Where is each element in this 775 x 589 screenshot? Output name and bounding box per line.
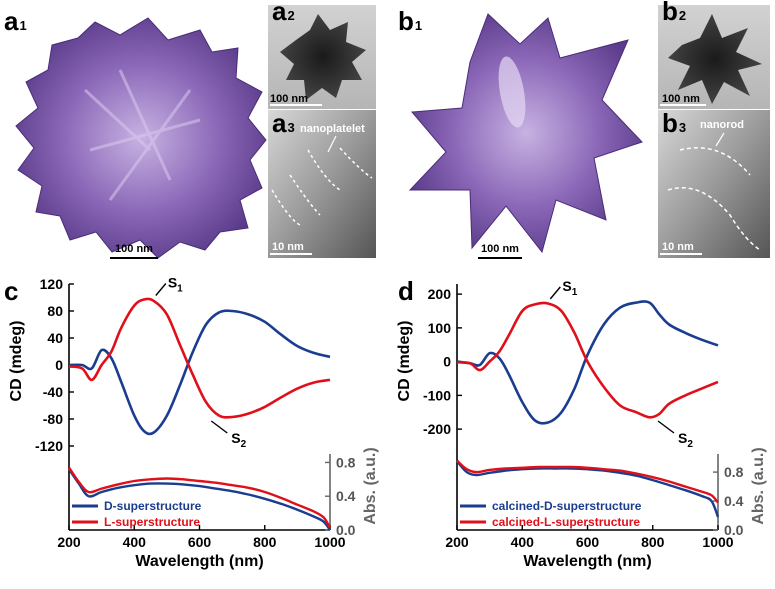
abs-tick-label: 0.8 xyxy=(336,454,356,470)
cd-tick-label: 40 xyxy=(47,330,63,346)
micrograph-b2: b2 100 nm xyxy=(658,0,770,109)
panel-label-a2: a2 xyxy=(272,0,295,26)
abs-axis-title: Abs. (a.u.) xyxy=(750,447,767,524)
x-tick-label: 400 xyxy=(123,534,147,550)
panel-label-b3: b3 xyxy=(662,108,686,138)
micrograph-a3: a3 nanoplatelet 10 nm xyxy=(268,108,376,258)
annotation-arrow xyxy=(155,283,167,296)
cd-tick-label: 80 xyxy=(47,303,63,319)
annotation-nanorod: nanorod xyxy=(700,119,744,131)
x-tick-label: 200 xyxy=(445,534,469,550)
panel-label-a1: a1 xyxy=(4,6,27,36)
x-tick-label: 600 xyxy=(188,534,212,550)
x-tick-label: 200 xyxy=(57,534,81,550)
abs-series-d xyxy=(68,468,331,531)
micrograph-b1: b1 100 nm xyxy=(398,6,643,259)
panel-label-c: c xyxy=(4,276,18,306)
cd-tick-label: 0 xyxy=(443,354,451,370)
legend-label: D-superstructure xyxy=(104,499,202,513)
abs-tick-label: 0.0 xyxy=(724,522,744,538)
scale-bar-b2: 100 nm xyxy=(662,93,700,105)
x-tick-label: 800 xyxy=(253,534,277,550)
legend-label: calcined-D-superstructure xyxy=(492,499,642,513)
legend-label: calcined-L-superstructure xyxy=(492,515,640,529)
annotation-arrow xyxy=(657,420,675,434)
abs-series-d xyxy=(456,460,720,518)
abs-tick-label: 0.4 xyxy=(724,493,744,509)
x-tick-label: 1000 xyxy=(702,534,733,550)
annotation-nanoplatelet: nanoplatelet xyxy=(300,123,365,135)
panel-label-d: d xyxy=(398,276,414,306)
annotation-arrow xyxy=(549,286,561,300)
cd-tick-label: -40 xyxy=(43,384,63,400)
cd-series-d xyxy=(68,309,331,436)
cd-axis-title: CD (mdeg) xyxy=(396,321,413,402)
cd-tick-label: -200 xyxy=(423,421,451,437)
annotation-S1: S1 xyxy=(562,278,577,298)
panel-label-b2: b2 xyxy=(662,0,686,26)
abs-tick-label: 0.4 xyxy=(336,488,356,504)
flower-particle-a1 xyxy=(15,17,267,259)
x-tick-label: 1000 xyxy=(314,534,345,550)
micrograph-a2: a2 100 nm xyxy=(268,0,376,109)
cd-tick-label: 120 xyxy=(40,276,64,292)
panel-label-b1: b1 xyxy=(398,6,422,36)
annotation-S2: S2 xyxy=(231,430,246,450)
legend-label: L-superstructure xyxy=(104,515,200,529)
abs-axis-title: Abs. (a.u.) xyxy=(362,447,379,524)
x-tick-label: 800 xyxy=(641,534,665,550)
star-particle-b1 xyxy=(408,13,643,254)
abs-tick-label: 0.8 xyxy=(724,464,744,480)
scale-bar-a3: 10 nm xyxy=(272,241,304,253)
tem-particle-b2 xyxy=(668,14,762,104)
cd-tick-label: 200 xyxy=(428,286,452,302)
cd-tick-label: -80 xyxy=(43,411,63,427)
x-tick-label: 600 xyxy=(576,534,600,550)
scale-bar-a2: 100 nm xyxy=(270,93,308,105)
x-axis-title: Wavelength (nm) xyxy=(523,553,651,570)
annotation-S2: S2 xyxy=(678,430,693,450)
cd-series-l xyxy=(68,297,331,419)
cd-tick-label: 0 xyxy=(55,357,63,373)
abs-tick-label: 0.0 xyxy=(336,522,356,538)
tem-particle-a2 xyxy=(280,14,366,100)
scale-bar-b3: 10 nm xyxy=(662,241,694,253)
scale-bar-a1: 100 nm xyxy=(115,243,153,255)
abs-series-l xyxy=(456,459,719,504)
abs-series-l xyxy=(68,466,332,529)
cd-series-l xyxy=(456,301,719,419)
scale-bar-b1: 100 nm xyxy=(481,243,519,255)
cd-tick-label: 100 xyxy=(428,320,452,336)
annotation-S1: S1 xyxy=(168,275,183,295)
cd-axis-title: CD (mdeg) xyxy=(8,321,25,402)
cd-series-d xyxy=(456,300,719,425)
x-tick-label: 400 xyxy=(511,534,535,550)
cd-tick-label: -100 xyxy=(423,387,451,403)
annotation-arrow xyxy=(210,420,228,434)
micrograph-b3: b3 nanorod 10 nm xyxy=(658,108,770,258)
panel-label-a3: a3 xyxy=(272,108,295,138)
cd-tick-label: -120 xyxy=(35,438,63,454)
micrograph-a1: a1 100 nm xyxy=(4,6,267,259)
x-axis-title: Wavelength (nm) xyxy=(135,553,263,570)
